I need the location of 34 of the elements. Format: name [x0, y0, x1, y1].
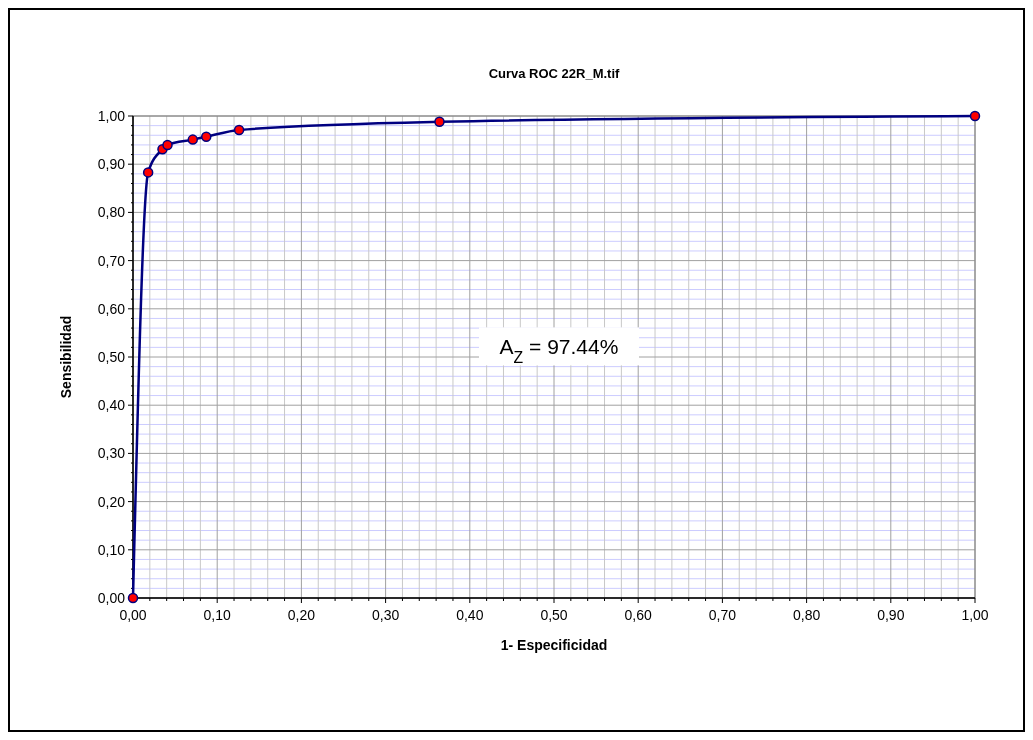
y-tick-label: 0,40: [97, 397, 126, 414]
annotation: A$_{Z}$ = 97.44%: [499, 335, 619, 366]
x-tick-label: 0,40: [456, 607, 484, 623]
point: [162, 139, 173, 151]
y-axis-title: Sensibilidad: [58, 315, 74, 399]
y-tick-label: 0,00: [97, 589, 126, 606]
y-tick-label: 1,00: [97, 107, 126, 124]
x-tick-label: 1,00: [961, 607, 989, 623]
y-tick-label: 0,90: [97, 156, 126, 173]
point: [127, 592, 139, 604]
y-tick-label: 0,80: [97, 204, 126, 221]
x-tick-label: 0,90: [877, 607, 905, 623]
x-axis-title: 1- Especificidad: [500, 637, 608, 653]
x-tick-label: 0,00: [119, 607, 147, 623]
x-tick-label: 0,80: [792, 607, 821, 623]
x-tick-label: 0,50: [540, 607, 568, 623]
point: [233, 124, 245, 136]
x-tick-label: 0,30: [371, 607, 400, 623]
point: [142, 167, 154, 178]
point: [969, 110, 981, 122]
point: [187, 134, 199, 145]
point: [201, 131, 212, 142]
point: [434, 116, 445, 128]
y-tick-label: 0,30: [97, 445, 126, 462]
x-tick-label: 0,10: [203, 607, 232, 623]
x-tick-label: 0,20: [287, 607, 316, 623]
y-tick-label: 0,70: [97, 252, 126, 269]
y-tick-label: 0,10: [97, 541, 126, 558]
x-tick-label: 0,70: [708, 607, 737, 623]
x-tick-label: 0,60: [624, 607, 653, 623]
chart-title: Curva ROC 22R_M.tif: [488, 66, 621, 81]
y-tick-label: 0,60: [97, 300, 126, 317]
y-tick-label: 0,20: [97, 493, 126, 510]
y-tick-label: 0,50: [97, 348, 126, 365]
